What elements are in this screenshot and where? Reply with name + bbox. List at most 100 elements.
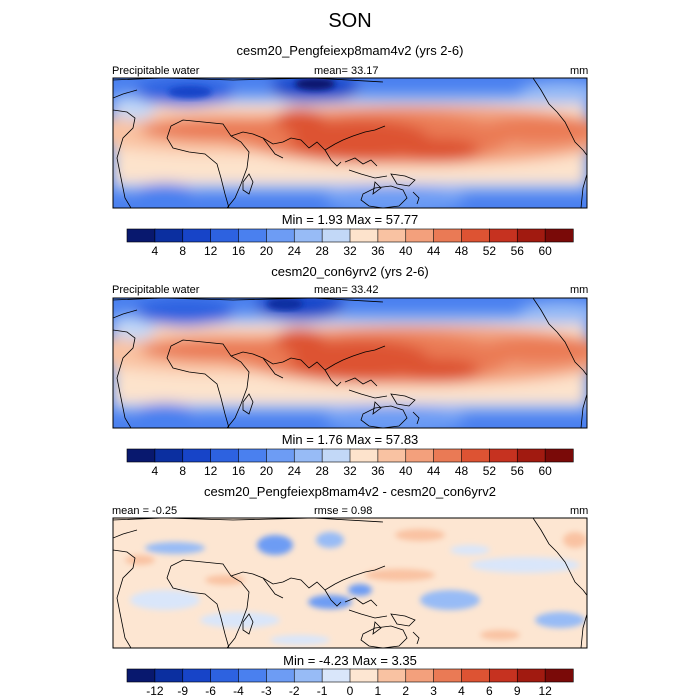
coastline	[262, 357, 284, 379]
colorbar-swatch	[516, 228, 546, 243]
colorbar-swatch	[321, 448, 351, 463]
coastline	[113, 78, 384, 83]
colorbar-swatch	[210, 228, 240, 243]
coastline	[580, 149, 587, 208]
colorbar-tick-label: 40	[399, 244, 413, 258]
coastline	[556, 551, 584, 591]
coastline	[242, 173, 254, 195]
panel-1-colorbar: 4 8 12 16 20 24 28 32 36 40 44 48 52 56 60	[126, 228, 574, 258]
colorbar-tick-label: -12	[146, 684, 164, 698]
panel-1-coastlines	[113, 78, 587, 208]
colorbar-swatch	[266, 448, 295, 463]
colorbar-tick-label: 36	[371, 244, 385, 258]
panel-3-frame	[112, 517, 588, 649]
colorbar-swatch	[238, 228, 267, 243]
colorbar-tick-label: 32	[343, 464, 357, 478]
coastline	[390, 393, 416, 407]
panel-2-frame	[112, 297, 588, 429]
colorbar-tick-label: -9	[177, 684, 188, 698]
coastline	[230, 571, 336, 591]
colorbar-tick-label: 56	[511, 244, 525, 258]
colorbar-swatch	[293, 448, 323, 463]
colorbar-swatch	[405, 668, 435, 683]
colorbar-tick-label: 12	[204, 244, 218, 258]
colorbar-tick-label: 36	[371, 464, 385, 478]
coastline	[113, 518, 384, 523]
colorbar-tick-label: 16	[232, 464, 246, 478]
colorbar-swatch	[238, 668, 267, 683]
colorbar-swatch	[210, 448, 240, 463]
colorbar-swatch	[461, 448, 490, 463]
coastline	[166, 345, 230, 428]
colorbar-swatch	[544, 448, 574, 463]
colorbar-tick-label: 8	[179, 244, 186, 258]
coastline	[556, 331, 584, 371]
panel-1-subtitle: cesm20_Pengfeiexp8mam4v2 (yrs 2-6)	[236, 43, 464, 58]
colorbar-swatch	[349, 668, 379, 683]
colorbar-swatch	[126, 448, 156, 463]
colorbar-swatch	[182, 668, 212, 683]
colorbar-swatch	[489, 228, 518, 243]
colorbar-swatch	[182, 448, 212, 463]
colorbar-swatch	[461, 228, 490, 243]
colorbar-tick-label: 9	[514, 684, 521, 698]
coastline	[372, 401, 382, 415]
panel-2-variable-label: Precipitable water	[112, 284, 200, 296]
panel-1-units-label: mm	[570, 65, 589, 77]
coastline	[262, 577, 284, 599]
colorbar-tick-label: 44	[427, 464, 441, 478]
colorbar-tick-label: 44	[427, 244, 441, 258]
coastline	[532, 298, 558, 333]
panel-2-units-label: mm	[570, 284, 589, 296]
coastline	[360, 625, 408, 648]
coastline	[113, 298, 384, 303]
colorbar-tick-label: 12	[538, 684, 552, 698]
colorbar-swatch	[349, 228, 379, 243]
coastline	[242, 393, 254, 415]
coastline	[390, 613, 416, 627]
coastline	[113, 549, 136, 648]
colorbar-tick-label: 3	[430, 684, 437, 698]
colorbar-swatch	[293, 228, 323, 243]
colorbar-swatch	[182, 228, 212, 243]
colorbar-swatch	[266, 228, 295, 243]
colorbar-tick-label: 20	[260, 244, 274, 258]
coastline	[580, 369, 587, 428]
colorbar-swatch	[516, 668, 546, 683]
figure-title: SON	[328, 10, 372, 32]
colorbar-swatch	[489, 668, 518, 683]
colorbar-tick-label: 32	[343, 244, 357, 258]
coastline	[360, 185, 408, 208]
colorbar-tick-label: 16	[232, 244, 246, 258]
colorbar-swatch	[489, 448, 518, 463]
colorbar-swatch	[377, 228, 407, 243]
panel-3-mean-label: mean = -0.25	[112, 505, 178, 517]
colorbar-tick-label: -1	[317, 684, 328, 698]
coastline	[334, 565, 386, 585]
colorbar-tick-label: 0	[347, 684, 354, 698]
colorbar-swatch	[405, 228, 435, 243]
colorbar-swatch	[210, 668, 240, 683]
colorbar-tick-label: 12	[204, 464, 218, 478]
colorbar-tick-label: 6	[486, 684, 493, 698]
coastline	[344, 377, 378, 387]
coastline	[324, 589, 342, 607]
colorbar-tick-label: -4	[233, 684, 244, 698]
colorbar-swatch	[544, 668, 574, 683]
colorbar-tick-label: 48	[455, 244, 469, 258]
coastline	[166, 125, 230, 208]
coastline	[230, 131, 336, 151]
coastline	[348, 389, 388, 399]
colorbar-tick-label: 28	[315, 464, 329, 478]
colorbar-tick-label: 1	[375, 684, 382, 698]
coastline	[324, 369, 342, 387]
panel-3-map	[113, 518, 587, 648]
coastline	[324, 149, 342, 167]
coastline	[412, 191, 420, 205]
coastline	[113, 529, 138, 539]
panel-1-variable-label: Precipitable water	[112, 65, 200, 77]
colorbar-swatch	[238, 448, 267, 463]
colorbar-swatch	[405, 448, 435, 463]
colorbar-swatch	[433, 668, 463, 683]
